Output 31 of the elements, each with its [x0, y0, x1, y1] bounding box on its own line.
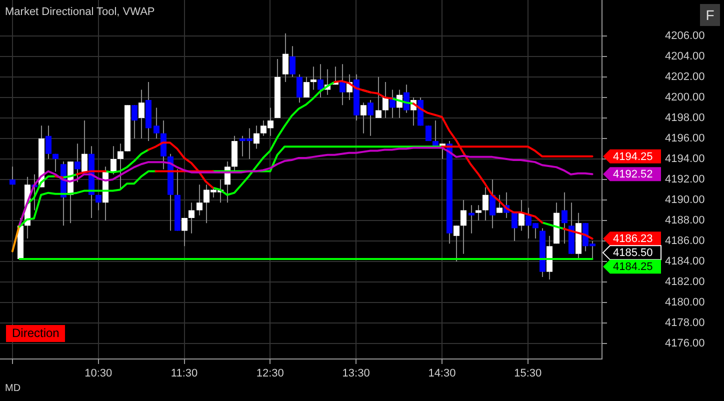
x-tick-label: 13:30	[342, 368, 370, 380]
letter-button: F	[700, 4, 720, 26]
data-label: 4186.23	[613, 233, 653, 246]
data-label: 4194.25	[613, 150, 653, 163]
y-tick-label: 4190.00	[665, 194, 705, 206]
x-tick-label: 12:30	[256, 368, 284, 380]
y-tick-label: 4198.00	[665, 112, 705, 124]
text: 4185.50	[613, 247, 653, 260]
y-tick-label: 4180.00	[665, 296, 705, 309]
annotation: Direction	[6, 325, 66, 342]
y-tick-label: 4184.00	[665, 256, 705, 268]
y-tick-label: 4204.00	[665, 50, 705, 62]
y-tick-label: 4194.00	[665, 153, 705, 166]
x-tick-label: 10:30	[84, 368, 112, 380]
y-tick-label: 4182.00	[665, 276, 705, 288]
y-tick-label: 4200.00	[665, 91, 705, 104]
y-tick-label: 4196.00	[665, 132, 705, 145]
y-tick-label: 4186.00	[665, 235, 705, 248]
y-tick-label: 4192.00	[665, 174, 705, 186]
y-tick-label: 4188.00	[665, 214, 705, 227]
x-tick-label: 11:30	[170, 368, 198, 380]
x-tick-label: 15:30	[514, 368, 542, 380]
text: MD	[5, 383, 21, 394]
y-tick-label: 4206.00	[665, 30, 705, 42]
x-tick-label: 14:30	[428, 368, 456, 380]
text: Market Directional Tool, VWAP	[5, 6, 155, 18]
y-tick-label: 4176.00	[665, 338, 705, 350]
y-tick-label: 4178.00	[665, 317, 705, 330]
y-tick-label: 4202.00	[665, 70, 705, 83]
data-label: 4192.52	[613, 168, 653, 181]
data-label: 4184.25	[613, 261, 653, 274]
